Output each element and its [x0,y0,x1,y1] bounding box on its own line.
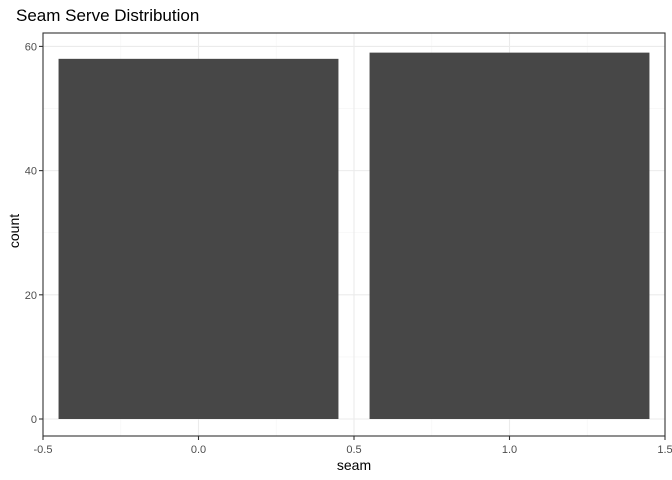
x-axis: -0.5 0.0 0.5 1.0 1.5 [34,436,672,456]
y-axis-title: count [6,214,22,248]
bar-1 [369,52,650,420]
chart-title: Seam Serve Distribution [16,6,199,25]
x-axis-title: seam [337,457,371,473]
plot-panel [42,32,666,437]
x-tick-label: 0.5 [346,444,361,456]
y-tick-label: 60 [25,41,37,53]
x-tick-label: 0.0 [191,444,206,456]
y-tick-label: 20 [25,290,37,302]
x-tick-label: 1.5 [657,444,672,456]
bar-0 [58,58,339,419]
y-tick-label: 40 [25,166,37,178]
x-tick-label: -0.5 [34,444,53,456]
y-axis: 0 20 40 60 [25,41,43,426]
y-tick-label: 0 [31,414,37,426]
x-tick-label: 1.0 [502,444,517,456]
bars [58,52,650,420]
